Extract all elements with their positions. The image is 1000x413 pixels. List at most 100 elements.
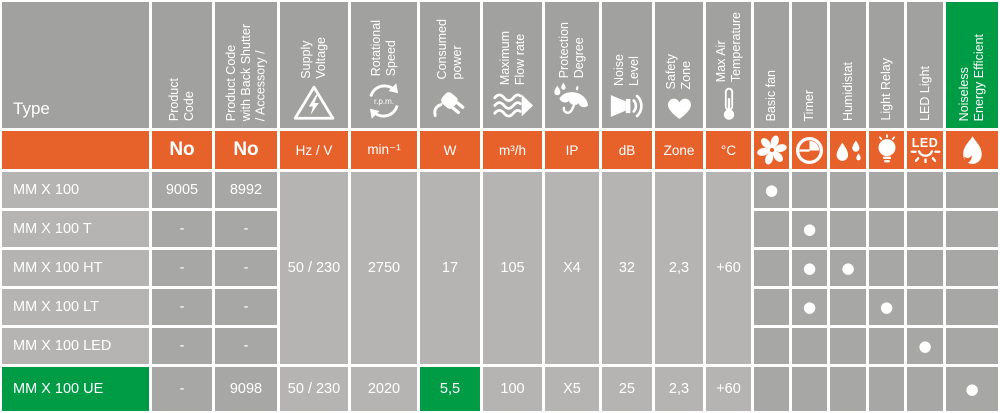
col-header-consumed-power: Consumed power [420, 2, 480, 128]
unit-noise: dB [602, 131, 652, 169]
col-header-max-flow-rate: Maximum Flow rate [483, 2, 542, 128]
feature-timer [792, 172, 827, 208]
feature-humidistat [830, 172, 866, 208]
led-shine-icon: LED [910, 137, 941, 164]
col-label: Max Air Temperature [713, 11, 743, 82]
col-label: Supply Voltage [299, 37, 328, 79]
unit-max-flow: m³/h [483, 131, 542, 169]
merged-supply-voltage: 50 / 230 [280, 172, 348, 364]
feature-led-light [907, 289, 943, 325]
feature-timer: ● [792, 250, 827, 286]
type-header-cell: Type [2, 2, 149, 128]
col-header-humidistat: Humidistat [830, 2, 866, 128]
timer-icon [796, 136, 823, 164]
feature-humidistat: ● [830, 250, 866, 286]
unit-product-code-shutter: No [215, 131, 277, 169]
merged-protection: X4 [545, 172, 599, 364]
col-label: Maximum Flow rate [497, 30, 527, 85]
col-label: Product Code with Back Shutter / Accesso… [223, 23, 268, 121]
unit-cell-empty [2, 131, 149, 169]
type-header-label: Type [13, 99, 50, 118]
cell-product-code: - [152, 250, 212, 286]
unit-consumed-power: W [420, 131, 480, 169]
cell-supply-voltage: 50 / 230 [280, 367, 348, 411]
col-header-light-relay: Light Relay [869, 2, 904, 128]
cell-product-code: - [152, 367, 212, 411]
col-label: Noiseless Energy Efficient [957, 33, 986, 121]
feature-basic-fan [754, 289, 789, 325]
umbrella-rain-icon [554, 83, 589, 114]
power-plug-icon [433, 92, 465, 118]
fan-icon [756, 135, 787, 165]
feature-timer: ● [792, 211, 827, 247]
feature-basic-fan [754, 328, 789, 364]
feature-basic-fan: ● [754, 172, 789, 208]
feature-humidistat [830, 211, 866, 247]
cell-product-code: 9005 [152, 172, 212, 208]
feature-noiseless [946, 250, 998, 286]
cell-product-code: - [152, 289, 212, 325]
merged-max-temp: +60 [706, 172, 751, 364]
col-header-basic-fan: Basic fan [754, 2, 789, 128]
voltage-hazard-icon [293, 85, 335, 120]
feature-humidistat [830, 367, 866, 411]
row-name: MM X 100 LT [2, 289, 149, 325]
cell-product-code-shutter: - [215, 289, 277, 325]
feature-light-relay [869, 250, 904, 286]
feature-light-relay: ● [869, 289, 904, 325]
feature-timer [792, 328, 827, 364]
feature-timer [792, 367, 827, 411]
feature-led-light [907, 367, 943, 411]
feature-humidistat [830, 328, 866, 364]
feature-noiseless [946, 211, 998, 247]
col-label: Rotational Speed [369, 19, 398, 76]
feature-light-relay [869, 328, 904, 364]
col-header-timer: Timer [792, 2, 827, 128]
cell-product-code-shutter: - [215, 328, 277, 364]
unit-supply-voltage: Hz / V [280, 131, 348, 169]
col-header-protection-degree: Protection Degree [545, 2, 599, 128]
feature-basic-fan [754, 211, 789, 247]
led-rays [910, 150, 940, 164]
col-header-product-code-shutter: Product Code with Back Shutter / Accesso… [215, 2, 277, 128]
col-header-noiseless-energy-efficient: Noiseless Energy Efficient [946, 2, 998, 128]
feature-led-light: ● [907, 328, 943, 364]
feature-timer: ● [792, 289, 827, 325]
row-name-highlight: MM X 100 UE [2, 367, 149, 411]
cell-noise: 25 [602, 367, 652, 411]
flame-icon [962, 135, 982, 164]
col-header-noise-level: Noise Level [602, 2, 652, 128]
unit-icon-led-light: LED [907, 131, 943, 169]
col-label: Timer [802, 89, 817, 121]
feature-noiseless: ● [946, 367, 998, 411]
heart-icon [667, 98, 691, 119]
led-text: LED [911, 135, 939, 150]
feature-noiseless [946, 328, 998, 364]
feature-led-light [907, 250, 943, 286]
col-label: Consumed power [435, 18, 464, 79]
unit-protection: IP [545, 131, 599, 169]
row-name: MM X 100 T [2, 211, 149, 247]
cell-product-code: - [152, 211, 212, 247]
col-label: Product Code [167, 77, 196, 121]
unit-safety-zone: Zone [655, 131, 703, 169]
col-label: Basic fan [764, 69, 779, 121]
cell-consumed-power-highlight: 5,5 [420, 367, 480, 411]
cell-max-flow: 100 [483, 367, 542, 411]
col-label: LED Light [917, 66, 932, 121]
cell-safety-zone: 2,3 [655, 367, 703, 411]
feature-led-light [907, 172, 943, 208]
unit-icon-light-relay [869, 131, 904, 169]
cell-max-temp: +60 [706, 367, 751, 411]
unit-product-code: No [152, 131, 212, 169]
col-header-product-code: Product Code [152, 2, 212, 128]
feature-led-light [907, 211, 943, 247]
unit-max-temp: °C [706, 131, 751, 169]
bulb-icon [878, 133, 895, 162]
col-header-led-light: LED Light [907, 2, 943, 128]
feature-basic-fan [754, 250, 789, 286]
col-label: Light Relay [879, 58, 894, 121]
cell-product-code: - [152, 328, 212, 364]
row-name: MM X 100 LED [2, 328, 149, 364]
cell-product-code-shutter: - [215, 250, 277, 286]
